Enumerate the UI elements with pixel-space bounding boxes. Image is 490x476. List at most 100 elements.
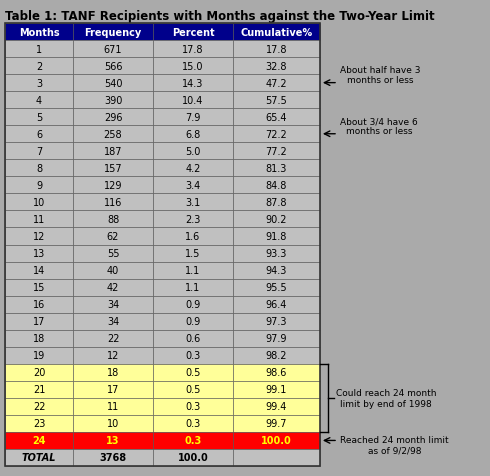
Text: 9: 9 — [36, 180, 42, 190]
Bar — [73, 245, 153, 262]
Bar — [233, 347, 320, 364]
Text: 15.0: 15.0 — [182, 61, 204, 71]
Bar — [5, 313, 73, 330]
Text: 0.3: 0.3 — [185, 418, 200, 428]
Bar — [73, 75, 153, 92]
Text: 11: 11 — [107, 402, 119, 411]
Text: 129: 129 — [104, 180, 122, 190]
Text: 14.3: 14.3 — [182, 79, 204, 89]
Bar — [5, 109, 73, 126]
Text: 20: 20 — [33, 367, 45, 377]
Bar — [73, 279, 153, 296]
Text: 1.1: 1.1 — [185, 266, 200, 276]
Bar — [5, 330, 73, 347]
Bar — [73, 58, 153, 75]
Text: 540: 540 — [104, 79, 122, 89]
Text: 3768: 3768 — [99, 453, 126, 463]
Text: 5.0: 5.0 — [185, 147, 201, 157]
Text: 16: 16 — [33, 299, 45, 309]
Text: 10: 10 — [107, 418, 119, 428]
Bar — [5, 347, 73, 364]
Bar — [5, 194, 73, 211]
Bar — [73, 92, 153, 109]
Text: TOTAL: TOTAL — [22, 453, 56, 463]
Text: 2: 2 — [36, 61, 42, 71]
Text: 91.8: 91.8 — [266, 231, 287, 241]
Bar — [5, 415, 73, 432]
Text: 99.1: 99.1 — [266, 385, 287, 395]
Bar — [153, 381, 233, 398]
Text: 157: 157 — [104, 163, 122, 173]
Text: 13: 13 — [106, 436, 120, 446]
Text: 65.4: 65.4 — [266, 112, 287, 122]
Bar — [233, 75, 320, 92]
Text: 0.9: 0.9 — [185, 299, 200, 309]
Text: 566: 566 — [104, 61, 122, 71]
Bar — [5, 432, 73, 449]
Text: 99.4: 99.4 — [266, 402, 287, 411]
Bar — [5, 228, 73, 245]
Bar — [153, 160, 233, 177]
Bar — [5, 296, 73, 313]
Text: 0.3: 0.3 — [185, 350, 200, 360]
Bar — [233, 211, 320, 228]
Bar — [73, 228, 153, 245]
Bar — [5, 126, 73, 143]
Bar — [153, 228, 233, 245]
Text: Table 1: TANF Recipients with Months against the Two-Year Limit: Table 1: TANF Recipients with Months aga… — [5, 10, 435, 23]
Bar — [5, 398, 73, 415]
Text: 296: 296 — [104, 112, 122, 122]
Text: 98.2: 98.2 — [266, 350, 287, 360]
Text: 96.4: 96.4 — [266, 299, 287, 309]
Text: 18: 18 — [107, 367, 119, 377]
Text: 17: 17 — [33, 317, 45, 327]
Text: 14: 14 — [33, 266, 45, 276]
Bar — [233, 143, 320, 160]
Bar — [73, 449, 153, 466]
Bar — [153, 398, 233, 415]
Bar — [153, 92, 233, 109]
Text: 7: 7 — [36, 147, 42, 157]
Bar — [233, 58, 320, 75]
Bar — [233, 126, 320, 143]
Bar — [233, 228, 320, 245]
Text: 3: 3 — [36, 79, 42, 89]
Bar — [153, 449, 233, 466]
Text: 21: 21 — [33, 385, 45, 395]
Text: 97.3: 97.3 — [266, 317, 287, 327]
Bar — [73, 177, 153, 194]
Text: 15: 15 — [33, 282, 45, 292]
Bar — [73, 313, 153, 330]
Bar — [73, 381, 153, 398]
Text: Months: Months — [19, 28, 59, 38]
Bar — [5, 92, 73, 109]
Bar — [73, 194, 153, 211]
Bar — [73, 415, 153, 432]
Text: 4.2: 4.2 — [185, 163, 201, 173]
Text: 3.4: 3.4 — [185, 180, 200, 190]
Text: 2.3: 2.3 — [185, 215, 201, 225]
Text: 13: 13 — [33, 248, 45, 258]
Bar — [233, 194, 320, 211]
Text: 95.5: 95.5 — [266, 282, 287, 292]
Bar — [233, 364, 320, 381]
Text: 62: 62 — [107, 231, 119, 241]
Text: 4: 4 — [36, 96, 42, 106]
Text: 187: 187 — [104, 147, 122, 157]
Text: Reached 24 month limit
as of 9/2/98: Reached 24 month limit as of 9/2/98 — [340, 435, 449, 454]
Text: 6.8: 6.8 — [185, 129, 200, 139]
Bar — [233, 245, 320, 262]
Text: 18: 18 — [33, 334, 45, 344]
Text: 8: 8 — [36, 163, 42, 173]
Text: 0.5: 0.5 — [185, 367, 201, 377]
Bar — [233, 160, 320, 177]
Text: 94.3: 94.3 — [266, 266, 287, 276]
Text: 93.3: 93.3 — [266, 248, 287, 258]
Bar — [73, 143, 153, 160]
Bar — [153, 143, 233, 160]
Bar — [5, 245, 73, 262]
Text: 116: 116 — [104, 198, 122, 208]
Bar — [5, 41, 73, 58]
Bar — [73, 109, 153, 126]
Bar — [233, 92, 320, 109]
